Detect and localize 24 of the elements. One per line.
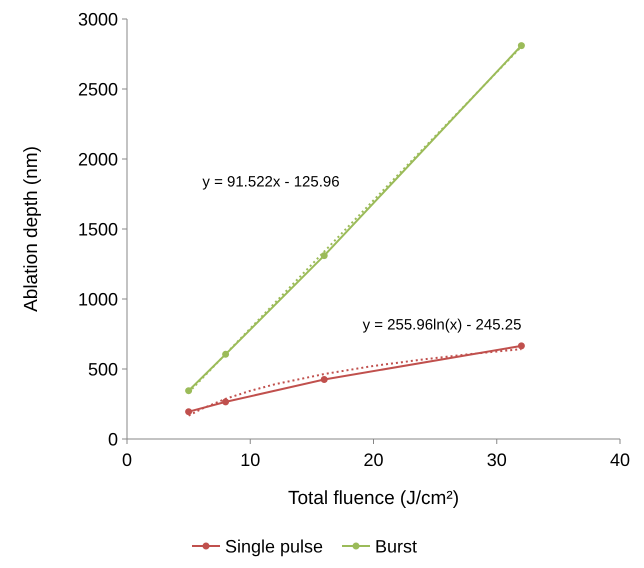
y-tick-label: 0 bbox=[108, 429, 118, 450]
legend-label: Burst bbox=[375, 536, 418, 556]
annotation: y = 91.522x - 125.96 bbox=[202, 173, 340, 190]
y-tick-label: 500 bbox=[88, 359, 118, 380]
y-tick-label: 1500 bbox=[78, 219, 118, 240]
x-tick-label: 0 bbox=[122, 450, 132, 470]
point bbox=[185, 408, 192, 416]
x-axis-title: Total fluence (J/cm²) bbox=[288, 488, 460, 509]
y-tick-label: 2500 bbox=[78, 79, 118, 100]
legend-label: Single pulse bbox=[225, 536, 324, 556]
point bbox=[222, 398, 230, 406]
x-tick-label: 30 bbox=[486, 450, 507, 470]
y-tick-label: 1000 bbox=[78, 289, 118, 310]
annotation: y = 255.96ln(x) - 245.25 bbox=[362, 316, 522, 334]
point bbox=[518, 42, 525, 50]
x-tick-label: 10 bbox=[240, 450, 260, 470]
point bbox=[518, 342, 525, 350]
point bbox=[320, 376, 328, 383]
y-axis-title: Ablation depth (nm) bbox=[21, 146, 42, 312]
x-tick-label: 20 bbox=[363, 450, 384, 470]
y-tick-label: 2000 bbox=[78, 149, 118, 170]
x-tick-label: 40 bbox=[610, 450, 630, 470]
point bbox=[320, 252, 328, 260]
y-tick-label: 3000 bbox=[78, 9, 118, 30]
